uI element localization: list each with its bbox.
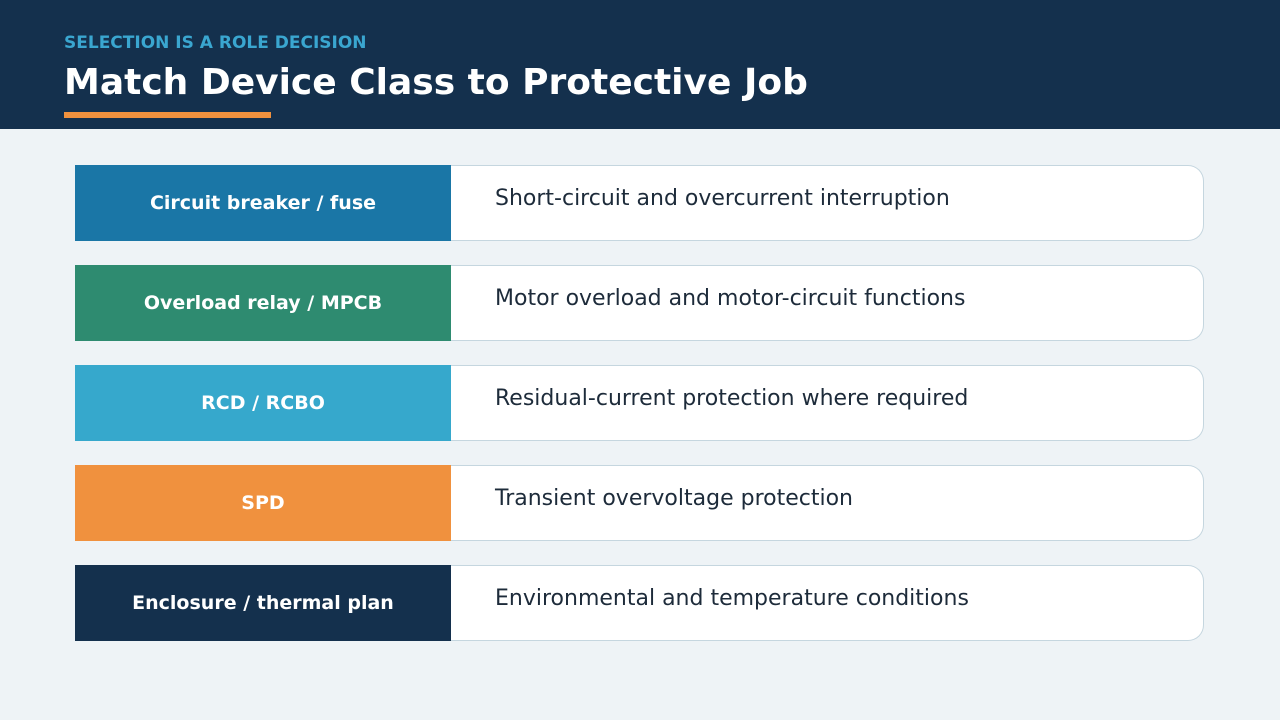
row: Enclosure / thermal plan Environmental an…: [75, 565, 1205, 641]
title: Match Device Class to Protective Job: [64, 62, 808, 103]
description-box: Short-circuit and overcurrent interrupti…: [451, 165, 1204, 241]
description: Motor overload and motor-circuit functio…: [495, 286, 966, 311]
device-label: RCD / RCBO: [75, 365, 451, 441]
row: RCD / RCBO Residual-current protection wh…: [75, 365, 1205, 441]
accent-bar: [64, 112, 271, 118]
row: Circuit breaker / fuse Short-circuit and …: [75, 165, 1205, 241]
header: SELECTION IS A ROLE DECISION Match Devic…: [0, 0, 1280, 129]
description: Transient overvoltage protection: [495, 486, 853, 511]
description: Short-circuit and overcurrent interrupti…: [495, 186, 950, 211]
description-box: Transient overvoltage protection: [451, 465, 1204, 541]
device-label: Overload relay / MPCB: [75, 265, 451, 341]
row: Overload relay / MPCB Motor overload and …: [75, 265, 1205, 341]
device-label: Circuit breaker / fuse: [75, 165, 451, 241]
description-box: Motor overload and motor-circuit functio…: [451, 265, 1204, 341]
row: SPD Transient overvoltage protection: [75, 465, 1205, 541]
description: Residual-current protection where requir…: [495, 386, 969, 411]
device-label: Enclosure / thermal plan: [75, 565, 451, 641]
description-box: Environmental and temperature conditions: [451, 565, 1204, 641]
description: Environmental and temperature conditions: [495, 586, 969, 611]
description-box: Residual-current protection where requir…: [451, 365, 1204, 441]
device-label: SPD: [75, 465, 451, 541]
eyebrow: SELECTION IS A ROLE DECISION: [64, 33, 367, 53]
